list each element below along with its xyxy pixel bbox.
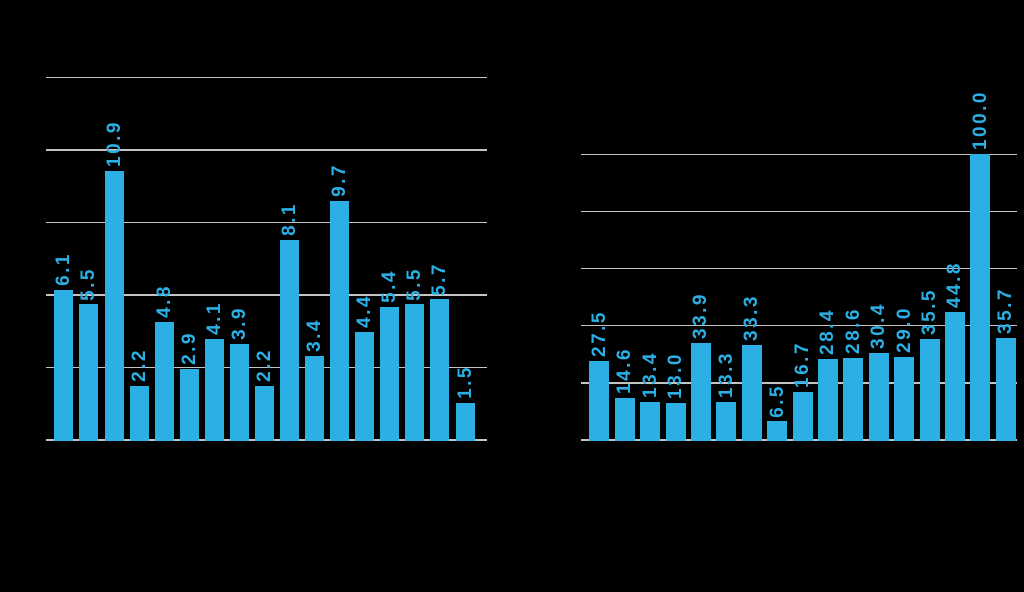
bar: [944, 312, 965, 442]
gridline: [581, 382, 1017, 384]
bar-value-label: 100.0: [969, 90, 991, 151]
gridline: [581, 153, 1017, 156]
bar: [894, 357, 915, 442]
bar: [665, 402, 686, 442]
gridline: [581, 324, 1017, 327]
bar-value-label: 28.4: [817, 307, 839, 355]
bar: [919, 338, 940, 442]
bar: [104, 171, 124, 442]
bar-value-label: 28.6: [842, 307, 864, 355]
bar: [204, 338, 224, 442]
gridline: [46, 76, 487, 79]
bar-value-label: 30.4: [868, 302, 890, 350]
bar: [792, 392, 813, 442]
bar: [330, 200, 350, 442]
bar: [154, 321, 174, 442]
bar: [995, 338, 1016, 442]
bar: [179, 368, 199, 442]
bar-value-label: 6.5: [766, 383, 788, 418]
bar-value-label: 33.9: [690, 292, 712, 340]
bar: [614, 398, 635, 442]
bar: [690, 343, 711, 442]
bar: [305, 356, 325, 442]
bar: [640, 401, 661, 442]
bar-value-label: 13.4: [639, 350, 661, 398]
bar-value-label: 44.8: [944, 261, 966, 309]
bar-value-label: 33.3: [741, 293, 763, 341]
bar: [355, 331, 375, 442]
bar-value-label: 27.5: [588, 310, 610, 358]
gridline: [46, 221, 487, 224]
bar: [455, 403, 475, 442]
gridline: [46, 366, 487, 369]
bar: [79, 304, 99, 442]
bar: [767, 421, 788, 442]
bar: [380, 306, 400, 442]
bar: [843, 358, 864, 442]
bar: [716, 402, 737, 442]
bar-value-label: 35.7: [995, 287, 1017, 335]
bar: [254, 385, 274, 442]
bar-value-label: 35.5: [919, 287, 940, 335]
bar: [970, 154, 991, 442]
bar: [229, 343, 249, 442]
gridline: [46, 294, 487, 296]
gridline: [581, 267, 1017, 270]
bar: [868, 353, 889, 442]
bar-value-label: 16.7: [792, 341, 813, 389]
bar: [54, 289, 74, 442]
gridline: [46, 149, 487, 151]
bar: [129, 385, 149, 442]
bar: [280, 240, 300, 442]
bar-value-label: 13.3: [715, 351, 737, 399]
bar-value-label: 29.0: [893, 306, 915, 354]
bar-value-label: 13.0: [665, 351, 686, 399]
bar: [741, 344, 762, 442]
bar: [430, 299, 450, 442]
bar: [405, 304, 425, 442]
bar-value-label: 14.6: [614, 347, 636, 395]
gridline: [581, 210, 1017, 213]
bar: [817, 358, 838, 442]
bar: [589, 361, 610, 442]
